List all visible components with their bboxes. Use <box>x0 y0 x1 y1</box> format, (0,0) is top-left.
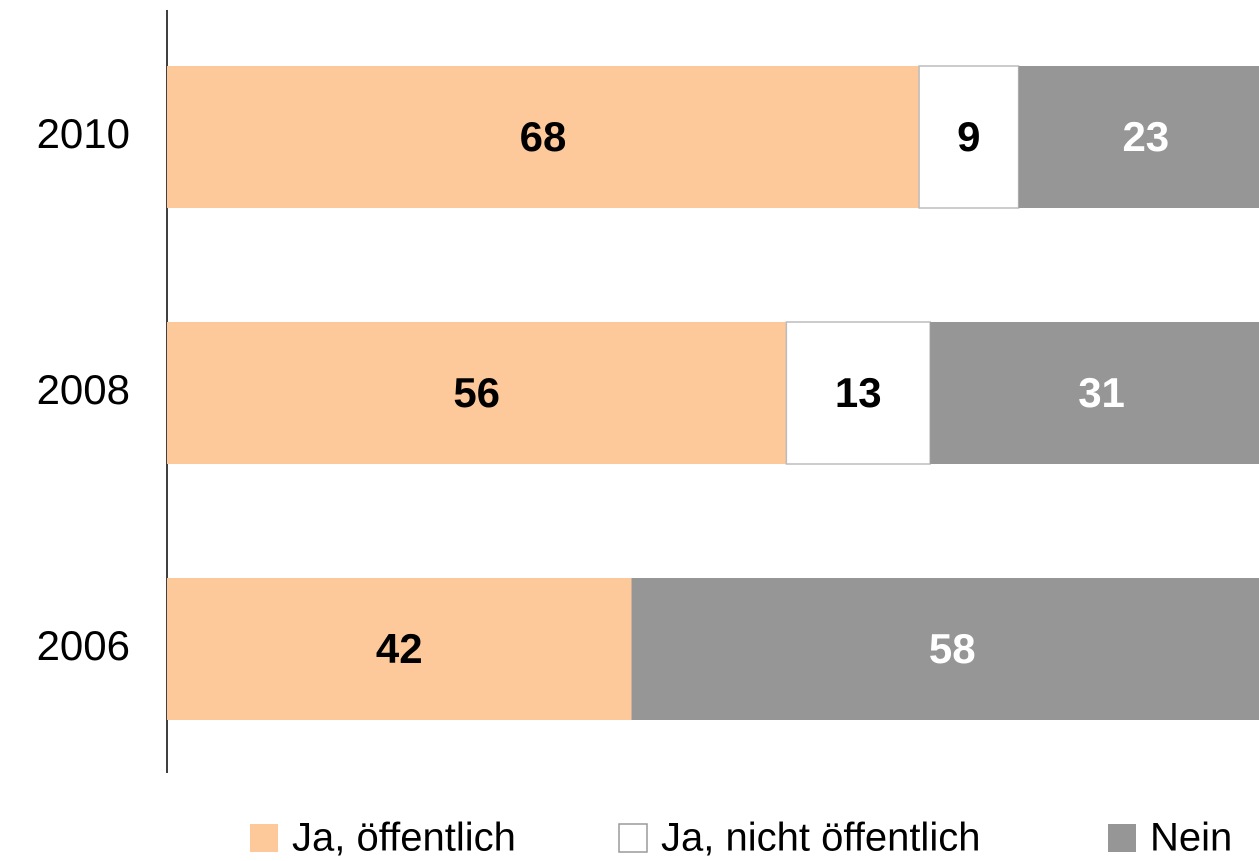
data-label: 58 <box>929 625 976 672</box>
y-tick-label: 2008 <box>37 366 130 413</box>
bar-segment <box>918 65 1020 209</box>
legend-swatch <box>250 824 278 852</box>
y-tick-label: 2006 <box>37 622 130 669</box>
data-label: 68 <box>520 113 567 160</box>
bar-segment <box>631 578 1259 720</box>
y-tick-label: 2010 <box>37 110 130 157</box>
data-label: 13 <box>835 369 882 416</box>
data-label: 23 <box>1122 113 1169 160</box>
data-label: 31 <box>1078 369 1125 416</box>
bar-segment <box>167 322 787 464</box>
legend-swatch <box>1108 824 1136 852</box>
bar-segment <box>167 578 632 720</box>
bar-segment <box>167 66 920 208</box>
bar-segment <box>785 321 931 465</box>
data-label: 56 <box>453 369 500 416</box>
legend-swatch <box>618 823 648 853</box>
legend-label: Nein <box>1150 816 1232 860</box>
data-label: 42 <box>376 625 423 672</box>
legend-label: Ja, nicht öffentlich <box>661 816 980 860</box>
data-label: 9 <box>957 113 980 160</box>
bar-segment <box>930 322 1259 464</box>
bar-segment <box>1018 66 1259 208</box>
legend-label: Ja, öffentlich <box>292 816 516 860</box>
